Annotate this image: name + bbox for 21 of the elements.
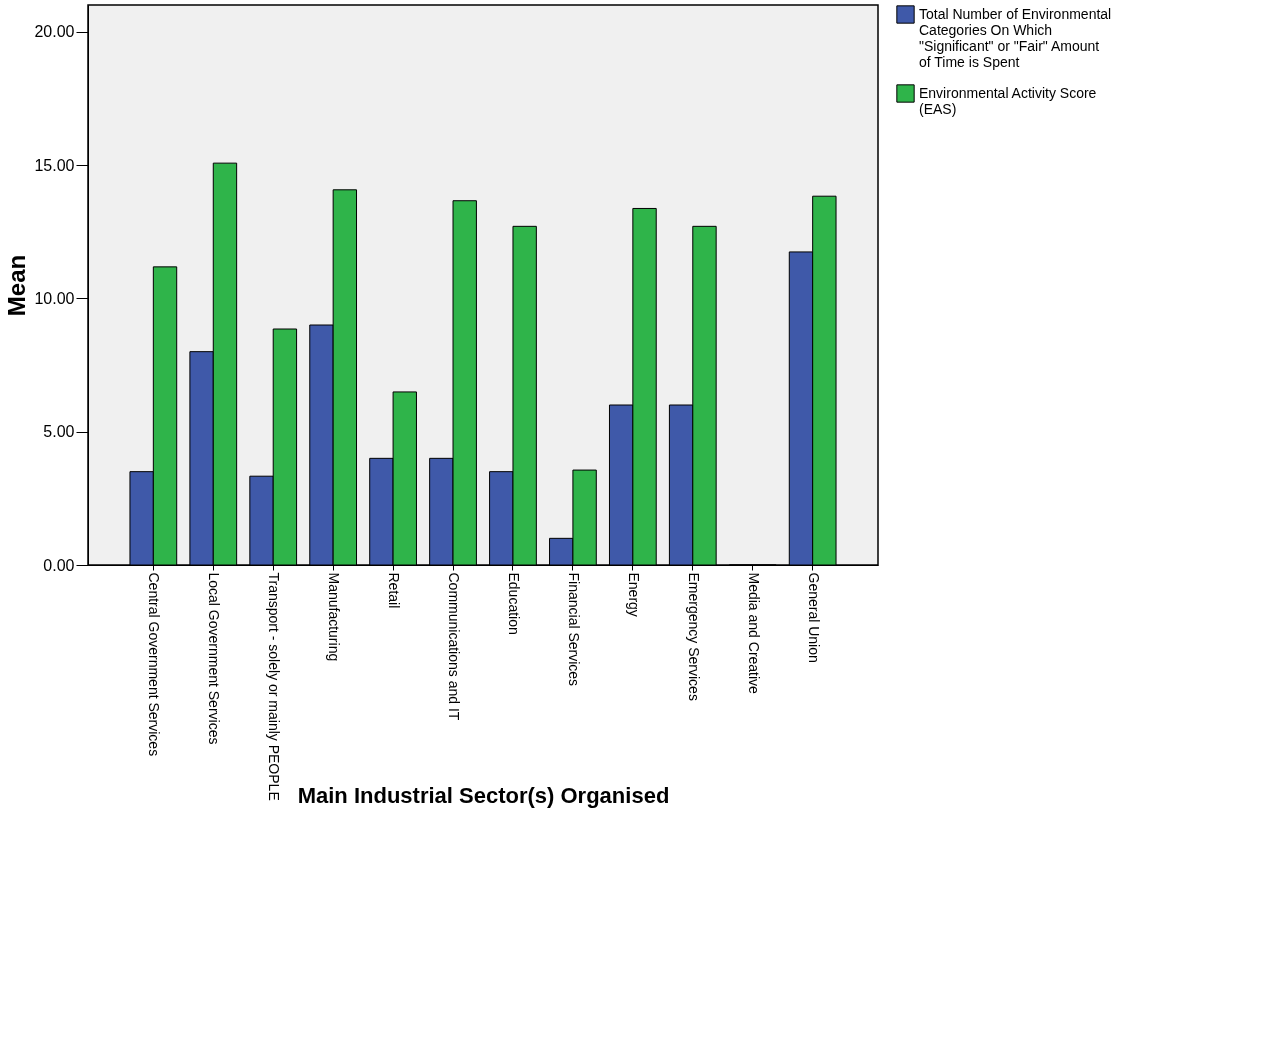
x-tick-label: Education [505,572,522,635]
legend-label: Total Number of Environmental Categories On Which "Significant" or "Fair" Amount of Time is Spent [919,5,1112,70]
x-tick-label: Central Government Services [146,572,163,757]
x-tick-label: Manufacturing [326,572,343,662]
y-tick-label: 15.00 [34,156,75,174]
x-tick-label: Local Government Services [206,572,223,745]
x-tick-label: Media and Creative [745,572,762,695]
x-tick-label: Emergency Services [685,572,702,701]
x-tick-label: Financial Services [565,572,582,687]
x-tick-label: General Union [805,572,822,663]
y-tick-label: 20.00 [34,23,75,41]
x-tick-label: Retail [386,572,403,609]
y-tick-label: 0.00 [43,556,75,574]
y-tick-label: 10.00 [34,289,75,307]
x-tick-label: Communications and IT [446,572,463,721]
x-tick-label: Energy [625,572,642,617]
y-axis-title: Mean [3,254,31,317]
y-tick-label: 5.00 [43,423,75,441]
legend-label: Environmental Activity Score (EAS) [919,84,1097,117]
x-tick-label: Transport - solely or mainly PEOPLE [266,572,283,801]
x-axis-title: Main Industrial Sector(s) Organised [297,782,670,808]
